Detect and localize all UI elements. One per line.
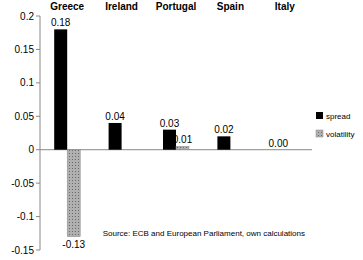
data-label: 0.04 <box>105 111 125 122</box>
y-tick-label: -0.15 <box>11 245 34 256</box>
bar-spread <box>109 123 122 150</box>
bar-spread <box>54 29 67 149</box>
bar-spread <box>217 136 230 149</box>
category-label: Italy <box>275 1 295 12</box>
bar-volatility <box>67 150 80 237</box>
legend-swatch <box>316 112 323 119</box>
y-tick <box>36 250 40 251</box>
bar-spread <box>272 149 285 150</box>
y-tick-label: 0 <box>28 144 34 155</box>
data-label: -0.13 <box>62 239 85 250</box>
y-tick-label: 0.2 <box>20 11 34 22</box>
y-axis <box>40 16 41 250</box>
legend-label: spread <box>326 112 350 121</box>
y-tick <box>36 116 40 117</box>
data-label: 0.02 <box>214 124 234 135</box>
y-tick-label: 0.05 <box>15 111 35 122</box>
data-label: 0.18 <box>51 17 71 28</box>
bar-volatility <box>176 146 189 149</box>
y-tick <box>36 183 40 184</box>
y-tick-label: -0.1 <box>17 211 35 222</box>
y-tick <box>36 216 40 217</box>
y-tick <box>36 149 40 150</box>
legend-label: volatility <box>326 130 354 139</box>
category-label: Spain <box>217 1 244 12</box>
data-label: 0.01 <box>173 134 193 145</box>
annotation: Source: ECB and European Parliament, own… <box>103 229 305 238</box>
category-label: Greece <box>50 1 84 12</box>
category-label: Ireland <box>105 1 138 12</box>
y-tick-label: -0.05 <box>11 178 34 189</box>
data-label: 0.00 <box>269 138 289 149</box>
y-tick <box>36 49 40 50</box>
category-label: Portugal <box>156 1 197 12</box>
y-tick <box>36 82 40 83</box>
y-tick-label: 0.15 <box>15 44 35 55</box>
legend-swatch <box>316 130 323 137</box>
chart: -0.15 -0.1 -0.05 0 0.05 0.1 0.15 0.2 Greece Irela… <box>0 0 363 260</box>
y-tick-label: 0.1 <box>20 77 34 88</box>
y-tick <box>36 16 40 17</box>
data-label: 0.03 <box>160 118 180 129</box>
